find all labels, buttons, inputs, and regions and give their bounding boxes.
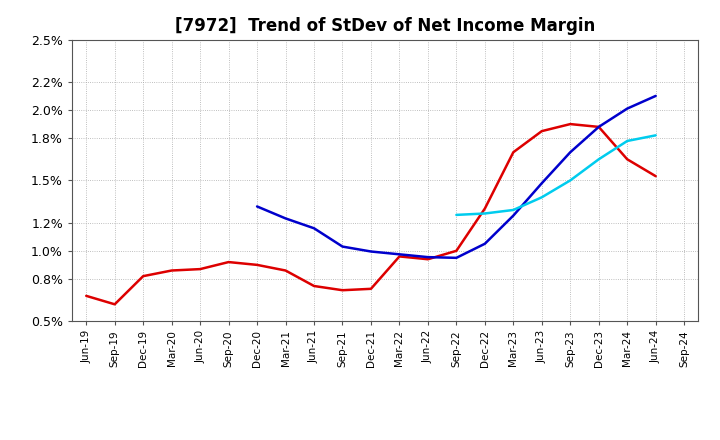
- 5 Years: [338, 244, 347, 249]
- Title: [7972]  Trend of StDev of Net Income Margin: [7972] Trend of StDev of Net Income Marg…: [175, 17, 595, 35]
- 3 Years: [423, 257, 432, 262]
- Line: 7 Years: 7 Years: [456, 136, 656, 215]
- 7 Years: [623, 138, 631, 143]
- 7 Years: [537, 194, 546, 200]
- 5 Years: [366, 249, 375, 254]
- 7 Years: [595, 157, 603, 162]
- 7 Years: [566, 178, 575, 183]
- 3 Years: [82, 293, 91, 298]
- 3 Years: [253, 262, 261, 268]
- 5 Years: [652, 93, 660, 99]
- 3 Years: [282, 268, 290, 273]
- 3 Years: [480, 206, 489, 211]
- 7 Years: [480, 211, 489, 216]
- 3 Years: [509, 150, 518, 155]
- 3 Years: [452, 248, 461, 253]
- 7 Years: [652, 133, 660, 138]
- 3 Years: [366, 286, 375, 291]
- 3 Years: [139, 274, 148, 279]
- 3 Years: [338, 288, 347, 293]
- Line: 5 Years: 5 Years: [257, 96, 656, 258]
- 3 Years: [566, 121, 575, 127]
- 3 Years: [537, 128, 546, 134]
- 3 Years: [167, 268, 176, 273]
- 5 Years: [423, 254, 432, 260]
- 3 Years: [623, 157, 631, 162]
- 5 Years: [509, 213, 518, 218]
- 5 Years: [566, 150, 575, 155]
- 5 Years: [480, 241, 489, 246]
- 3 Years: [196, 267, 204, 272]
- 5 Years: [395, 252, 404, 257]
- 5 Years: [253, 204, 261, 209]
- 5 Years: [623, 106, 631, 111]
- 5 Years: [310, 226, 318, 231]
- 5 Years: [282, 216, 290, 221]
- 3 Years: [225, 260, 233, 265]
- Line: 3 Years: 3 Years: [86, 124, 656, 304]
- 5 Years: [595, 124, 603, 129]
- 5 Years: [537, 180, 546, 186]
- 3 Years: [652, 173, 660, 179]
- 5 Years: [452, 255, 461, 260]
- 3 Years: [595, 124, 603, 129]
- 3 Years: [310, 283, 318, 289]
- 7 Years: [509, 207, 518, 213]
- 3 Years: [395, 254, 404, 259]
- 7 Years: [452, 212, 461, 217]
- 3 Years: [110, 302, 119, 307]
